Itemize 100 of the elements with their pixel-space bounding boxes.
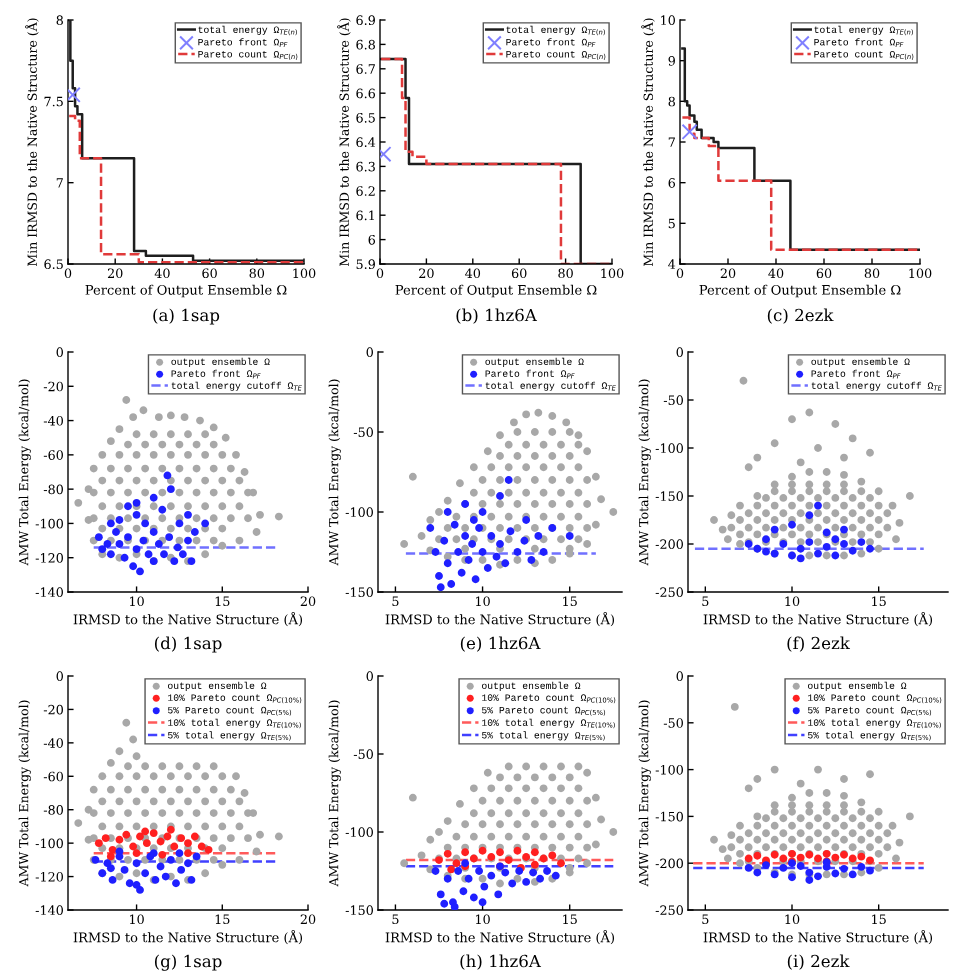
point	[120, 553, 129, 562]
point	[461, 848, 470, 857]
point	[108, 875, 117, 884]
point	[158, 850, 167, 859]
point	[454, 548, 463, 556]
point	[770, 525, 779, 534]
point	[447, 865, 456, 874]
point	[160, 550, 168, 559]
point	[94, 839, 103, 848]
point	[101, 834, 110, 843]
point	[106, 519, 115, 528]
point	[132, 859, 141, 868]
point	[469, 893, 478, 902]
point	[762, 547, 770, 556]
point	[496, 492, 504, 500]
point	[480, 882, 489, 891]
point	[173, 543, 182, 552]
point	[483, 564, 492, 572]
point	[129, 562, 138, 571]
point	[565, 532, 574, 540]
point	[115, 540, 124, 548]
point	[166, 485, 175, 494]
point	[796, 862, 805, 870]
point	[115, 516, 124, 524]
point	[478, 508, 487, 516]
point	[848, 546, 857, 555]
point	[496, 540, 504, 548]
point	[814, 549, 822, 558]
point	[529, 868, 538, 877]
point	[120, 865, 129, 874]
point	[796, 554, 805, 563]
point	[136, 832, 144, 841]
point	[840, 540, 848, 548]
point	[501, 559, 510, 568]
point	[744, 863, 753, 872]
point	[184, 839, 192, 848]
point	[513, 548, 522, 556]
point	[753, 868, 762, 877]
point	[459, 887, 468, 896]
point	[866, 866, 874, 875]
point	[478, 548, 487, 556]
point	[443, 508, 452, 516]
point	[492, 552, 501, 561]
point	[136, 567, 144, 576]
point	[190, 528, 199, 536]
point	[831, 869, 840, 878]
point	[452, 859, 461, 868]
point	[431, 548, 440, 556]
point	[201, 519, 210, 528]
point	[822, 542, 831, 551]
point	[141, 869, 150, 878]
point	[508, 879, 517, 888]
point	[184, 510, 192, 519]
point	[144, 550, 153, 559]
point	[788, 520, 796, 529]
point	[454, 867, 463, 875]
point	[436, 890, 445, 899]
point	[840, 864, 848, 873]
point	[149, 829, 158, 838]
point	[124, 502, 132, 511]
point	[132, 881, 141, 889]
point	[471, 575, 480, 584]
point	[831, 551, 840, 560]
point	[496, 848, 504, 857]
point	[94, 533, 103, 542]
point	[457, 568, 466, 577]
point	[487, 871, 496, 880]
point	[163, 832, 172, 841]
point	[166, 855, 175, 864]
point	[435, 572, 443, 580]
point	[158, 505, 167, 514]
point	[163, 471, 172, 480]
point	[796, 544, 805, 553]
text: (h) 1hz6A	[460, 954, 542, 970]
point	[468, 540, 477, 548]
point	[132, 849, 141, 858]
point	[848, 870, 857, 879]
point	[436, 583, 445, 592]
point	[805, 538, 814, 547]
point	[504, 476, 513, 484]
point	[156, 862, 165, 871]
point	[779, 863, 788, 872]
point	[447, 580, 456, 588]
point	[461, 532, 470, 540]
point	[805, 511, 814, 520]
text: (b) 1hz6A	[456, 308, 538, 324]
point	[106, 550, 115, 559]
point	[857, 538, 866, 547]
text: (a) 1sap	[153, 308, 220, 325]
point	[506, 527, 515, 536]
point	[184, 536, 192, 545]
point	[530, 848, 539, 857]
point	[494, 890, 503, 899]
point	[536, 874, 545, 883]
point	[543, 867, 551, 875]
point	[177, 865, 186, 874]
point	[814, 872, 822, 881]
point	[426, 524, 435, 532]
point	[840, 525, 848, 534]
point	[165, 533, 174, 542]
